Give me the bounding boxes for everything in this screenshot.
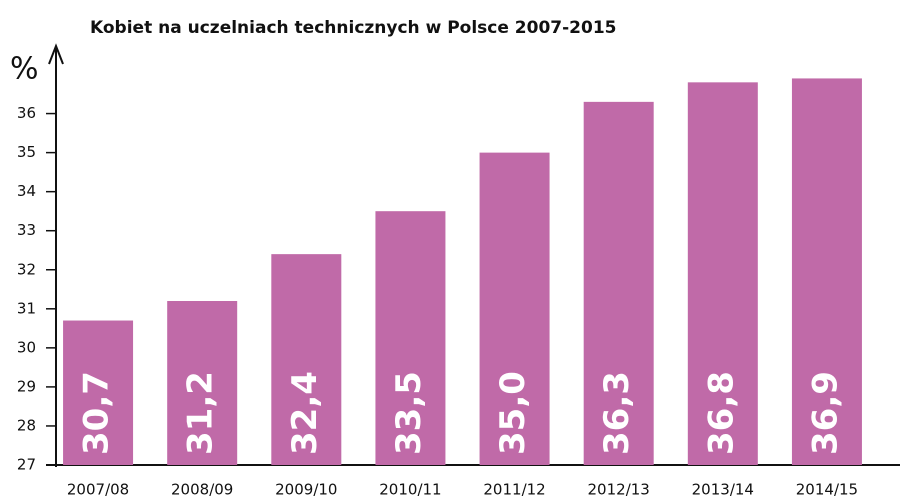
bar [583,101,654,465]
x-tick-label: 2013/14 [692,481,754,499]
x-tick-label: 2012/13 [588,481,650,499]
data-label: 36,3 [597,371,637,455]
x-tick-label: 2014/15 [796,481,858,499]
bar [63,320,134,465]
bar [375,211,446,465]
y-tick-label: 35 [17,143,36,161]
y-tick-label: 30 [17,338,36,356]
x-tick-label: 2007/08 [67,481,129,499]
data-label: 36,8 [701,371,741,455]
y-tick-label: 27 [17,456,36,474]
y-axis-label: % [10,52,39,87]
bar [167,301,238,465]
y-tick-label: 28 [17,416,36,434]
y-tick-label: 33 [17,221,36,239]
y-tick-label: 31 [17,299,36,317]
data-label: 32,4 [285,371,325,455]
bar [791,78,862,465]
bar [687,82,758,465]
data-label: 36,9 [805,371,845,455]
y-tick-label: 34 [17,182,36,200]
bar [271,254,342,465]
data-label: 30,7 [77,371,117,455]
y-tick-label: 36 [17,104,36,122]
x-tick-label: 2011/12 [483,481,545,499]
x-tick-label: 2008/09 [171,481,233,499]
y-tick-label: 32 [17,260,36,278]
y-axis-arrow [48,43,64,65]
x-tick-label: 2009/10 [275,481,337,499]
x-tick-label: 2010/11 [379,481,441,499]
chart-title: Kobiet na uczelniach technicznych w Pols… [90,18,617,38]
data-label: 33,5 [389,371,429,455]
y-tick-label: 29 [17,377,36,395]
data-label: 35,0 [493,371,533,455]
data-label: 31,2 [181,371,221,455]
bar [479,152,550,465]
